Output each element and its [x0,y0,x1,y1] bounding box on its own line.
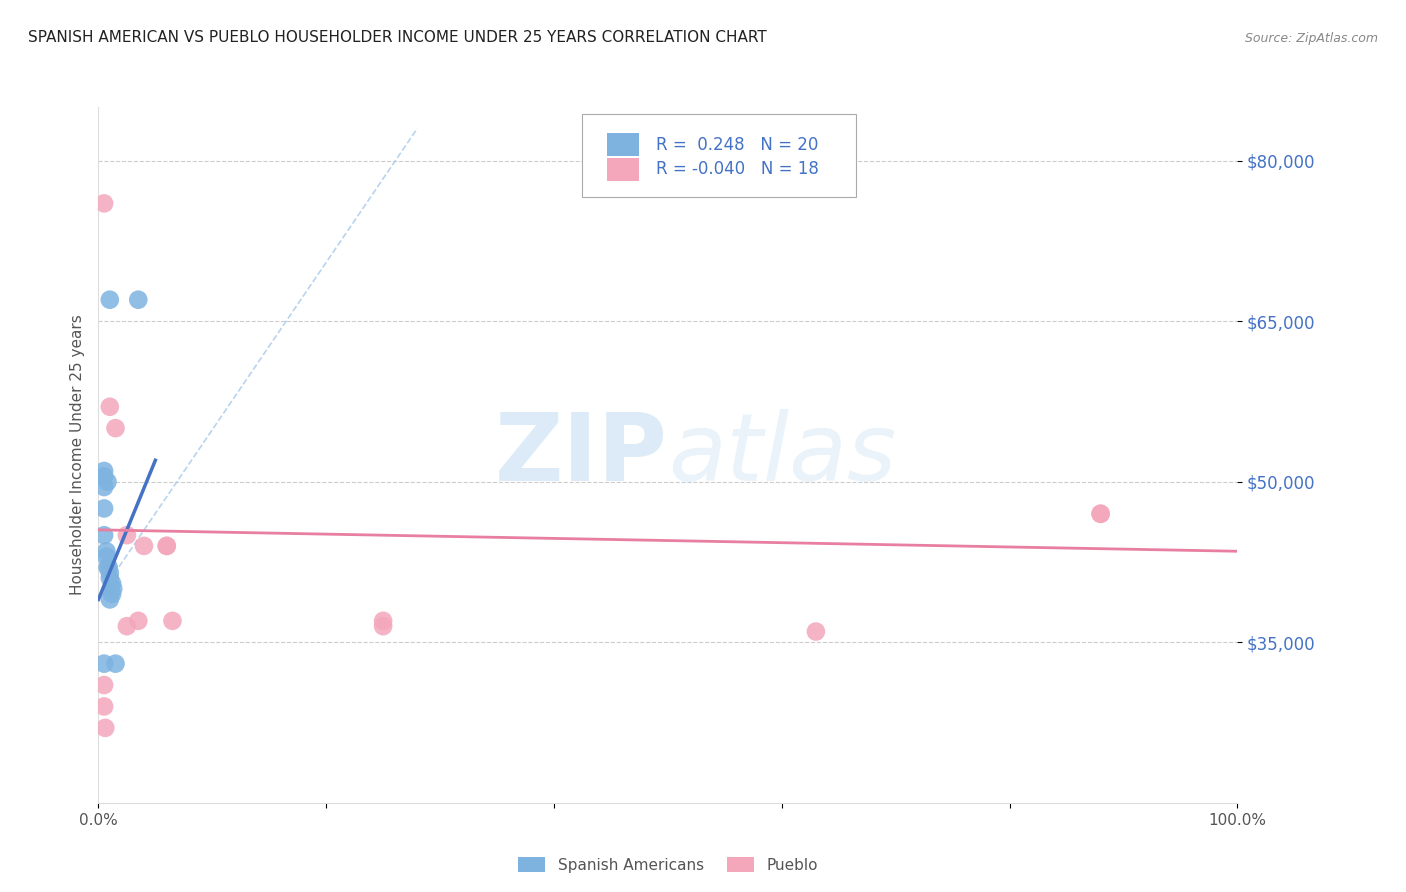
Point [93,678,115,692]
Point [1090,507,1112,521]
Point [96,475,118,489]
Text: ZIP: ZIP [495,409,668,501]
Point [93,501,115,516]
Point [93,196,115,211]
Text: SPANISH AMERICAN VS PUEBLO HOUSEHOLDER INCOME UNDER 25 YEARS CORRELATION CHART: SPANISH AMERICAN VS PUEBLO HOUSEHOLDER I… [28,29,766,45]
Point [98,566,121,580]
Point [93,480,115,494]
Point [371,619,394,633]
Point [1090,507,1112,521]
Point [156,539,179,553]
Text: R = -0.040   N = 18: R = -0.040 N = 18 [657,161,820,178]
Point [115,619,138,633]
Point [104,657,127,671]
Text: R =  0.248   N = 20: R = 0.248 N = 20 [657,136,818,153]
FancyBboxPatch shape [582,114,856,197]
Point [93,464,115,478]
Point [98,571,121,585]
Point [371,614,394,628]
Point [101,576,124,591]
Point [162,614,184,628]
Point [93,469,115,483]
Point [93,699,115,714]
Point [93,528,115,542]
Point [97,560,120,574]
Point [94,721,117,735]
Point [96,544,118,558]
Point [127,614,149,628]
Point [96,549,118,564]
Point [132,539,155,553]
Text: Source: ZipAtlas.com: Source: ZipAtlas.com [1244,31,1378,45]
Legend: Spanish Americans, Pueblo: Spanish Americans, Pueblo [512,850,824,879]
Point [115,528,138,542]
Y-axis label: Householder Income Under 25 years: Householder Income Under 25 years [69,315,84,595]
Bar [607,158,640,180]
Point [98,592,121,607]
Point [98,400,121,414]
Text: atlas: atlas [668,409,896,500]
Point [96,560,118,574]
Point [104,421,127,435]
Point [804,624,827,639]
Point [93,657,115,671]
Point [98,293,121,307]
Point [156,539,179,553]
Point [101,587,124,601]
Point [127,293,149,307]
Point [103,582,125,596]
Bar [607,134,640,156]
